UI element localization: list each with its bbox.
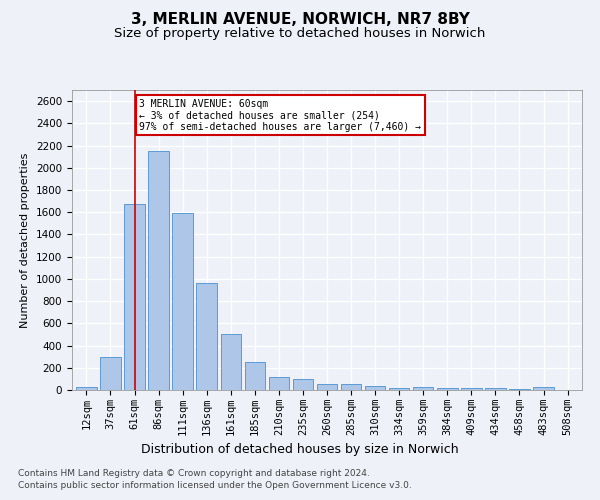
Bar [76,387,97,390]
Y-axis label: Number of detached properties: Number of detached properties [20,152,31,328]
Bar [221,334,241,390]
Text: 3 MERLIN AVENUE: 60sqm
← 3% of detached houses are smaller (254)
97% of semi-det: 3 MERLIN AVENUE: 60sqm ← 3% of detached … [139,99,421,132]
Bar [413,386,433,390]
Bar [437,388,458,390]
Bar [365,386,385,390]
Bar [341,384,361,390]
Text: Contains public sector information licensed under the Open Government Licence v3: Contains public sector information licen… [18,481,412,490]
Text: Contains HM Land Registry data © Crown copyright and database right 2024.: Contains HM Land Registry data © Crown c… [18,468,370,477]
Bar [533,387,554,390]
Bar [124,204,145,390]
Bar [196,284,217,390]
Bar [485,388,506,390]
Text: 3, MERLIN AVENUE, NORWICH, NR7 8BY: 3, MERLIN AVENUE, NORWICH, NR7 8BY [131,12,469,28]
Bar [148,151,169,390]
Bar [293,379,313,390]
Text: Distribution of detached houses by size in Norwich: Distribution of detached houses by size … [141,442,459,456]
Bar [172,214,193,390]
Bar [317,384,337,390]
Bar [461,388,482,390]
Bar [389,388,409,390]
Bar [100,356,121,390]
Bar [245,362,265,390]
Text: Size of property relative to detached houses in Norwich: Size of property relative to detached ho… [115,28,485,40]
Bar [269,376,289,390]
